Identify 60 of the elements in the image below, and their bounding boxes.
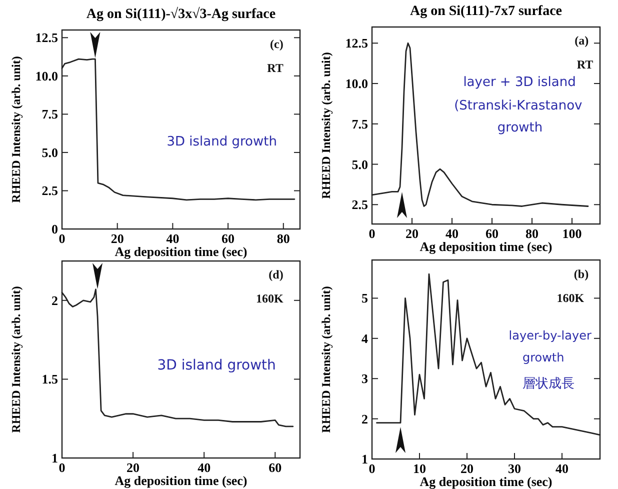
- y-tick-label: 4: [362, 330, 368, 346]
- annotation: 3D island growth: [157, 357, 276, 374]
- y-tick-label: 2.5: [42, 183, 58, 198]
- annotation: growth: [522, 350, 564, 364]
- y-tick-label: 2: [362, 411, 368, 426]
- annotation: (Stranski-Krastanov: [454, 98, 583, 114]
- x-tick-label: 60: [222, 231, 235, 246]
- y-tick-label: 2.5: [352, 197, 368, 212]
- x-tick-label: 40: [556, 461, 568, 476]
- y-tick-label: 5: [362, 290, 368, 306]
- chart-title: Ag on Si(111)-7x7 surface: [410, 4, 562, 19]
- y-tick-label: 1: [362, 452, 368, 466]
- annotation: (d): [268, 268, 284, 282]
- x-tick-label: 60: [268, 460, 282, 475]
- x-tick-label: 80: [276, 231, 290, 246]
- annotation: growth: [497, 120, 543, 136]
- y-tick-label: 3: [362, 371, 368, 386]
- y-tick-label: 1.5: [42, 372, 58, 387]
- x-tick-label: 60: [486, 226, 498, 241]
- x-tick-label: 40: [198, 460, 211, 475]
- annotation: 160K: [556, 290, 585, 305]
- x-tick-label: 10: [413, 461, 426, 476]
- x-axis-title: Ag deposition time (sec): [114, 473, 248, 488]
- y-tick-label: 10.0: [35, 68, 58, 84]
- annotation: 3D island growth: [166, 134, 277, 150]
- x-tick-label: 20: [110, 231, 124, 246]
- y-tick-label: 7.5: [352, 116, 368, 132]
- y-tick-label: 12.5: [35, 30, 58, 46]
- y-tick-label: 2: [52, 292, 58, 308]
- annotation: (c): [270, 36, 284, 51]
- annotation: layer-by-layer: [508, 328, 592, 343]
- annotation: 層状成長: [522, 376, 574, 392]
- y-axis-title: RHEED Intensity (arb. unit): [9, 286, 23, 433]
- x-tick-label: 40: [166, 231, 180, 246]
- annotation: (b): [574, 266, 589, 281]
- y-axis-title: RHEED Intensity (arb. unit): [319, 286, 333, 433]
- x-tick-label: 100: [562, 226, 582, 241]
- annotation: RT: [576, 57, 594, 72]
- x-tick-label: 80: [526, 226, 538, 241]
- y-tick-label: 5.0: [42, 144, 58, 160]
- annotation: (a): [574, 34, 589, 48]
- x-tick-label: 20: [460, 461, 474, 476]
- y-tick-label: 12.5: [345, 36, 368, 51]
- x-axis-title: Ag deposition time (sec): [420, 474, 552, 489]
- y-tick-label: 5.0: [352, 156, 368, 172]
- x-axis-title: Ag deposition time (sec): [114, 244, 248, 259]
- y-tick-label: 10.0: [345, 76, 368, 92]
- x-tick-label: 40: [446, 226, 458, 241]
- annotation: RT: [267, 60, 284, 75]
- y-axis-title: RHEED Intensity (arb. unit): [319, 52, 333, 199]
- y-axis-title: RHEED Intensity (arb. unit): [9, 56, 23, 203]
- x-tick-label: 30: [508, 461, 521, 476]
- annotation: layer + 3D island: [463, 75, 576, 90]
- x-axis-title: Ag deposition time (sec): [420, 239, 552, 254]
- x-tick-label: 20: [126, 460, 140, 475]
- annotation: 160K: [256, 291, 284, 306]
- y-tick-label: 7.5: [42, 106, 58, 122]
- x-tick-label: 20: [406, 226, 418, 241]
- y-tick-label: 1: [52, 450, 58, 466]
- chart-title: Ag on Si(111)-√3x√3-Ag surface: [86, 6, 276, 22]
